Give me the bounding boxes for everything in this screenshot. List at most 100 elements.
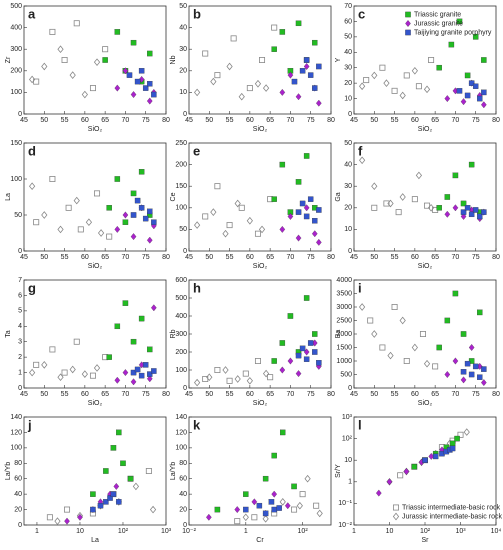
y-tick-label: 10 — [344, 457, 352, 464]
x-tick-label: 60 — [411, 254, 419, 261]
point — [90, 506, 96, 513]
point — [449, 440, 456, 447]
point — [102, 57, 108, 63]
point — [242, 370, 249, 377]
point — [138, 205, 145, 211]
point — [371, 71, 378, 80]
x-tick-label: 70 — [287, 391, 295, 398]
point — [206, 373, 213, 382]
panel-letter: b — [193, 6, 201, 21]
point — [103, 499, 109, 505]
point — [448, 41, 455, 48]
point — [57, 225, 64, 234]
point — [138, 76, 145, 83]
point — [387, 351, 394, 360]
point — [303, 295, 310, 301]
x-tick-label: 50 — [205, 117, 213, 124]
y-tick-label: 30 — [344, 65, 352, 72]
x-tick-label: 75 — [307, 391, 315, 398]
plot-frame — [353, 5, 497, 115]
point — [432, 363, 439, 370]
point — [214, 366, 221, 373]
panel-group: 45 50 55 60 65 70 75 80 0 50 100 150 200 250 SiO₂ Ce e — [170, 140, 335, 270]
legend-label: Triassic granite — [414, 11, 461, 18]
point — [279, 88, 286, 96]
point — [468, 344, 475, 351]
point — [299, 491, 306, 498]
x-tick-label: 80 — [492, 254, 500, 261]
point — [284, 502, 291, 510]
legend-swatch — [392, 504, 399, 511]
point — [151, 219, 157, 225]
point — [142, 362, 149, 368]
point — [97, 229, 105, 237]
y-tick-label: 7 — [18, 277, 22, 284]
x-tick-label: 70 — [122, 254, 130, 261]
y-tick-label: 20 — [14, 506, 22, 513]
point — [436, 344, 442, 351]
point — [262, 84, 270, 92]
x-tick-label: 70 — [452, 117, 460, 124]
point — [130, 369, 137, 376]
point — [456, 88, 463, 94]
legend-swatch — [405, 20, 411, 27]
x-axis-label: SiO₂ — [88, 126, 103, 133]
point — [107, 495, 113, 501]
y-axis-label: Ga — [335, 192, 342, 201]
point — [113, 482, 120, 490]
point — [267, 374, 274, 381]
point — [103, 468, 109, 474]
x-tick-label: 50 — [40, 117, 48, 124]
y-axis-label: Ta — [5, 330, 12, 338]
panel-letter: l — [358, 417, 362, 432]
point — [460, 376, 467, 384]
plot-frame — [23, 416, 167, 526]
point — [303, 153, 310, 159]
point — [295, 352, 302, 359]
panel-letter: a — [28, 6, 36, 21]
point — [363, 77, 370, 84]
y-tick-label: 1 — [348, 479, 352, 486]
point — [271, 196, 277, 202]
point — [428, 57, 435, 64]
x-axis-label: SiO₂ — [418, 263, 433, 270]
y-tick-label: 10 — [344, 95, 352, 102]
y-tick-label: 0 — [183, 385, 187, 392]
x-tick-label: 1 — [352, 528, 356, 535]
x-tick-label: 10 — [386, 528, 394, 535]
point — [77, 226, 84, 233]
y-tick-label: 50 — [179, 3, 187, 10]
point — [142, 85, 149, 91]
x-tick-label: 55 — [226, 254, 234, 261]
panel-letter: j — [27, 417, 32, 432]
plot-frame — [188, 142, 332, 252]
point — [316, 509, 323, 518]
x-tick-label: 60 — [411, 391, 419, 398]
point — [287, 213, 294, 220]
y-axis-label: Sr/Y — [335, 464, 342, 478]
point — [262, 475, 269, 482]
x-tick-label: 65 — [266, 254, 274, 261]
y-tick-label: 1 — [18, 369, 22, 376]
point — [472, 207, 479, 213]
point — [130, 338, 137, 345]
y-tick-label: 10³ — [342, 414, 353, 421]
point — [481, 209, 487, 215]
point — [279, 161, 286, 168]
point — [279, 225, 286, 233]
x-tick-label: 75 — [472, 391, 480, 398]
y-tick-label: 20 — [344, 80, 352, 87]
x-axis-label: SiO₂ — [88, 400, 103, 407]
x-tick-label: 10⁴ — [491, 528, 502, 535]
x-tick-label: 45 — [20, 117, 28, 124]
point — [262, 369, 270, 378]
point — [291, 506, 298, 513]
point — [452, 204, 459, 212]
point — [276, 505, 282, 511]
point — [399, 193, 406, 201]
y-tick-label: 1500 — [336, 344, 352, 351]
x-tick-label: 55 — [61, 117, 69, 124]
panel-group: 45 50 55 60 65 70 75 80 0 50 100 150 SiO₂ La d — [5, 140, 170, 270]
point — [411, 463, 418, 470]
y-tick-label: 100 — [175, 367, 187, 374]
